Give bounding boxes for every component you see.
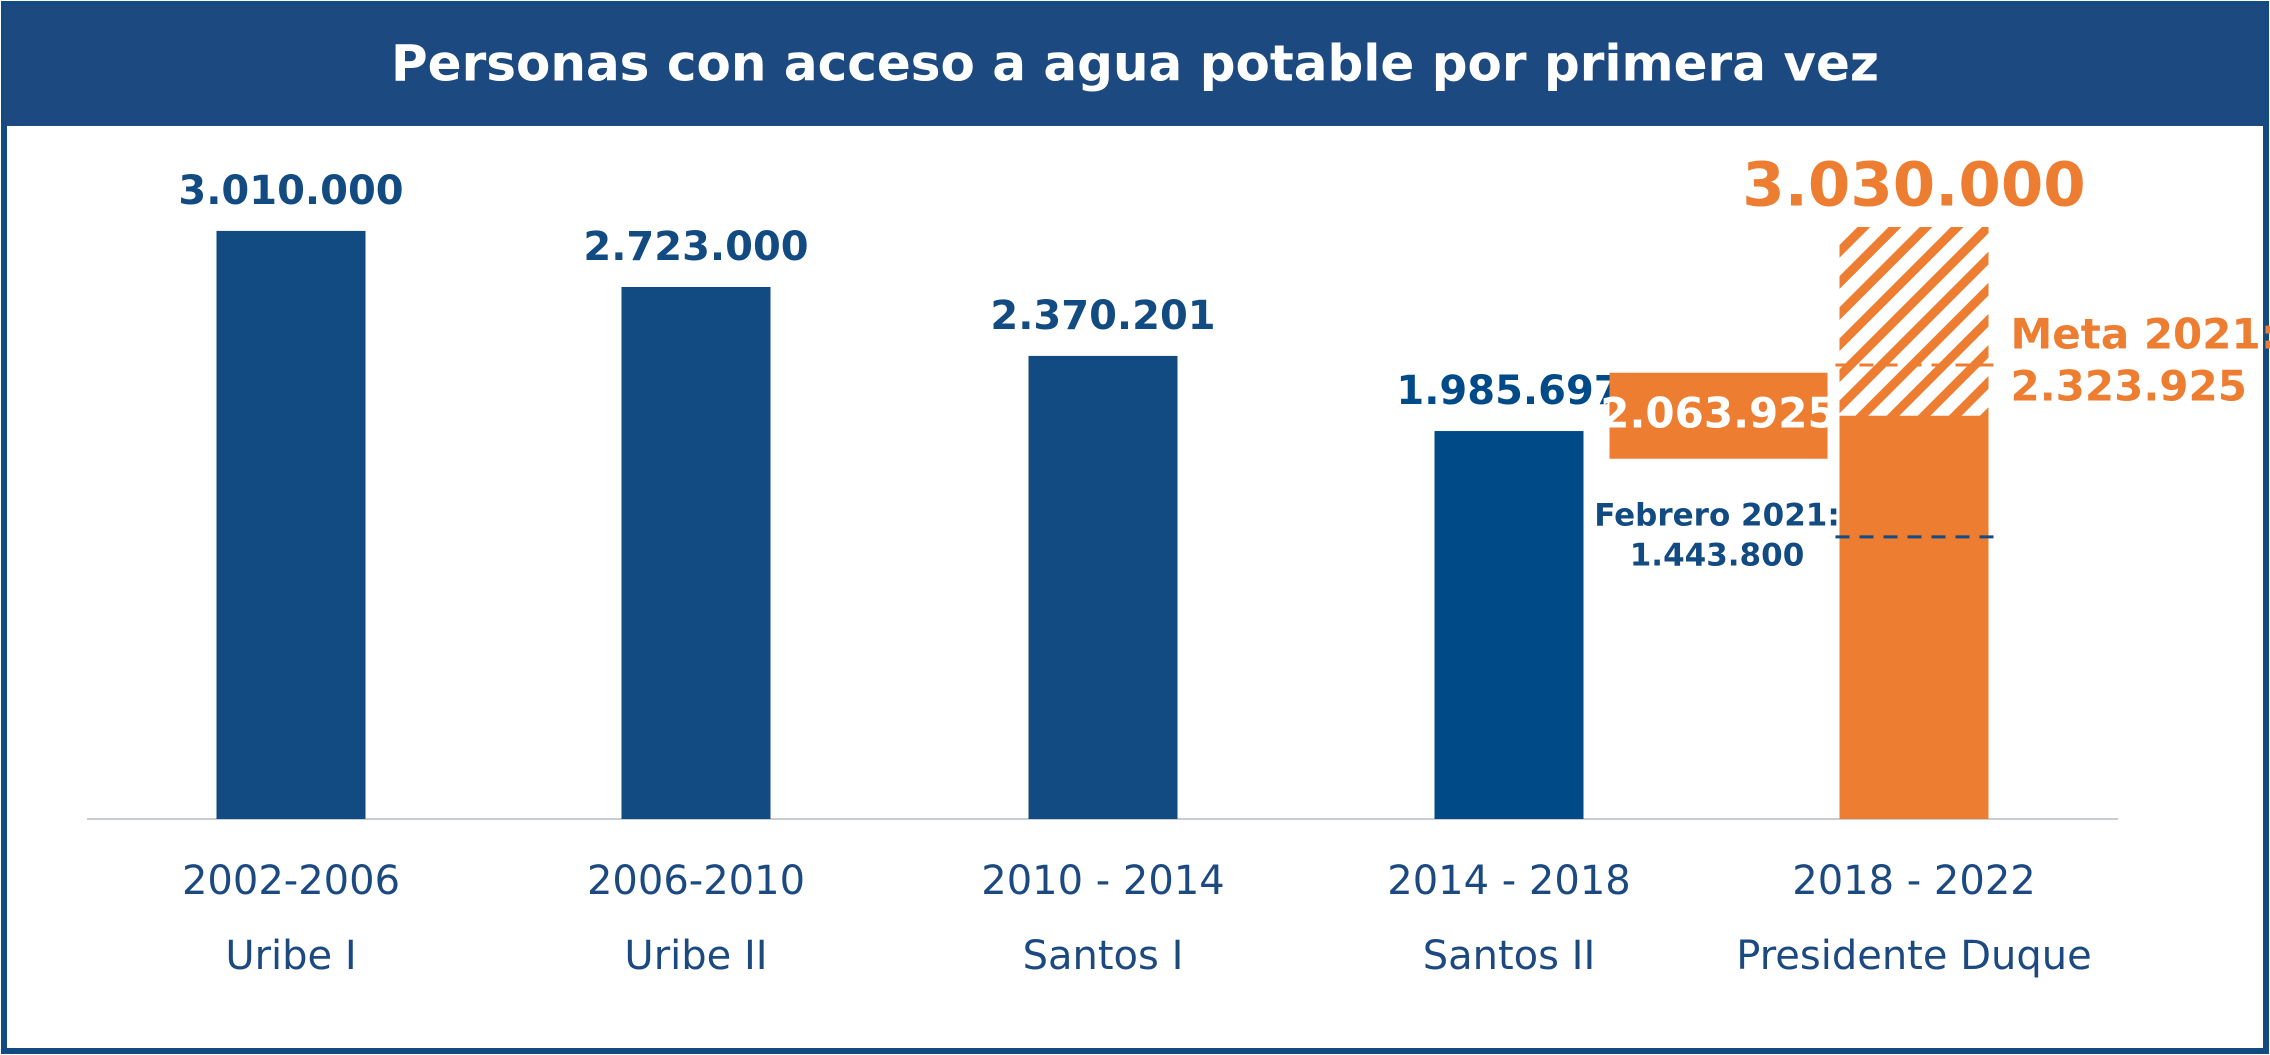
value-label: 2.370.201: [990, 293, 1215, 339]
category-label: 2002-2006: [182, 858, 400, 904]
annotation-label: Meta 2021:: [2011, 309, 2270, 358]
category-label: 2006-2010: [587, 858, 805, 904]
value-label: 2.063.925: [1600, 388, 1836, 437]
bar: [216, 230, 366, 819]
category-label: Santos I: [1023, 933, 1184, 979]
chart-title: Personas con acceso a agua potable por p…: [391, 35, 1879, 93]
bar: [1839, 415, 1989, 819]
category-label: Presidente Duque: [1736, 933, 2091, 979]
category-label: Santos II: [1423, 933, 1596, 979]
category-label: 2010 - 2014: [981, 858, 1224, 904]
annotation-label: Febrero 2021:: [1594, 497, 1840, 533]
bar: [1434, 431, 1584, 819]
bar: [621, 286, 771, 819]
value-label: 1.985.697: [1396, 368, 1621, 414]
value-label: 3.010.000: [178, 168, 403, 214]
bar: [1028, 355, 1178, 819]
header: [4, 4, 2266, 126]
category-label: 2014 - 2018: [1387, 858, 1630, 904]
category-label: Uribe I: [225, 933, 356, 979]
category-label: 2018 - 2022: [1792, 858, 2035, 904]
value-label: 2.723.000: [583, 224, 808, 270]
target-label: 3.030.000: [1742, 150, 2085, 221]
annotation-value: 2.323.925: [2011, 361, 2247, 410]
category-label: Uribe II: [624, 933, 767, 979]
annotation-value: 1.443.800: [1630, 537, 1805, 573]
value-box: [1609, 372, 1828, 459]
